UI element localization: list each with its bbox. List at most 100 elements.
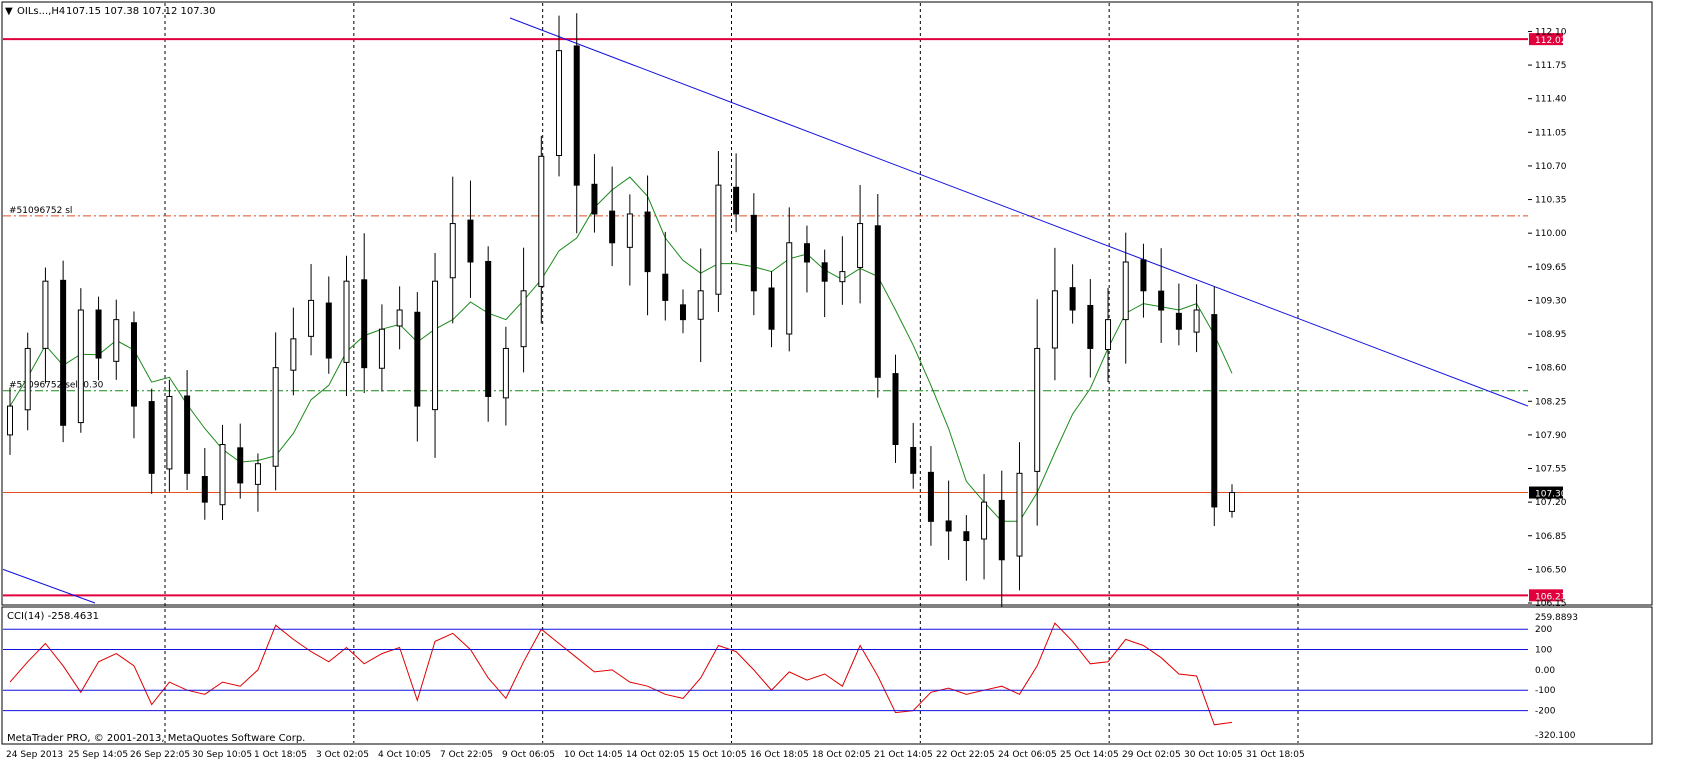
symbol-label: OILs...,H4: [17, 6, 65, 17]
bear-candle: [361, 279, 368, 369]
bull-candle: [1122, 261, 1129, 321]
price-tick-label: 112.10: [1535, 27, 1567, 37]
price-tick-label: 107.90: [1535, 431, 1567, 441]
time-tick-label: 4 Oct 10:05: [378, 750, 431, 760]
resistance-trendline: [509, 17, 1529, 407]
bear-candle: [467, 219, 474, 263]
time-tick-label: 30 Oct 10:05: [1184, 750, 1243, 760]
bull-candle: [520, 290, 527, 348]
bull-candle: [1229, 492, 1235, 512]
bear-candle: [95, 309, 102, 359]
time-tick-label: 15 Oct 10:05: [688, 750, 747, 760]
bear-candle: [60, 279, 67, 426]
cci-tick-label: 100: [1535, 646, 1552, 656]
bear-candle: [874, 225, 881, 378]
time-tick-label: 25 Oct 14:05: [1060, 750, 1119, 760]
price-tick-label: 106.50: [1535, 565, 1567, 575]
cci-tick-label: -200: [1535, 707, 1556, 717]
time-tick-label: 21 Oct 14:05: [874, 750, 933, 760]
ohlc-label: 107.15 107.38 107.12 107.30: [66, 6, 216, 17]
time-tick-label: 9 Oct 06:05: [502, 750, 555, 760]
time-tick-label: 22 Oct 22:05: [936, 750, 995, 760]
cci-tick-label: 0.00: [1535, 666, 1555, 676]
price-line-tag: [1529, 33, 1563, 46]
bear-candle: [892, 373, 899, 446]
bear-candle: [803, 243, 810, 263]
bull-candle: [981, 501, 988, 540]
cci-line: [9, 622, 1233, 726]
bear-candle: [733, 186, 740, 215]
time-tick-label: 14 Oct 02:05: [626, 750, 685, 760]
main-panel: [1, 1, 1653, 606]
time-tick-label: 29 Oct 02:05: [1122, 750, 1181, 760]
bear-candle: [485, 260, 492, 397]
bear-candle: [750, 214, 757, 292]
bull-candle: [1034, 347, 1041, 472]
bear-candle: [237, 447, 244, 484]
time-tick-label: 24 Oct 06:05: [998, 750, 1057, 760]
bull-candle: [626, 213, 633, 248]
bull-candle: [396, 309, 403, 327]
cci-tick-label: 259.8893: [1535, 613, 1578, 623]
price-tick-label: 108.25: [1535, 397, 1567, 407]
bear-candle: [1158, 290, 1165, 311]
price-line-tag: [1529, 589, 1563, 602]
bear-candle: [945, 520, 952, 532]
bear-candle: [662, 273, 669, 301]
bull-candle: [556, 50, 563, 157]
price-line-tag-label: 112.02: [1535, 36, 1567, 46]
bull-candle: [42, 280, 49, 349]
bull-candle: [857, 223, 864, 268]
time-tick-label: 10 Oct 14:05: [564, 750, 623, 760]
time-tick-label: 3 Oct 02:05: [316, 750, 369, 760]
bear-candle: [998, 499, 1005, 561]
time-tick-label: 7 Oct 22:05: [440, 750, 493, 760]
current-price-tag-label: 107.30: [1535, 490, 1567, 500]
bear-candle: [1087, 304, 1094, 349]
price-tick-label: 110.35: [1535, 196, 1567, 206]
time-tick-label: 24 Sep 2013: [6, 750, 63, 760]
order-level-label: #51096752 sell 0.30: [9, 381, 104, 391]
bull-candle: [1193, 309, 1200, 333]
bull-candle: [839, 271, 846, 283]
bear-candle: [644, 211, 651, 273]
price-line-tag-label: 106.23: [1535, 592, 1567, 602]
bear-candle: [184, 395, 191, 474]
bear-candle: [963, 531, 970, 542]
time-tick-label: 25 Sep 14:05: [68, 750, 128, 760]
trendlines[interactable]: [2, 17, 1529, 604]
moving-average: [9, 176, 1233, 522]
bull-candle: [166, 395, 173, 470]
bear-candle: [768, 287, 775, 330]
bull-candle: [1016, 472, 1023, 557]
bull-candle: [343, 280, 350, 363]
price-tick-label: 110.70: [1535, 162, 1567, 172]
price-tick-label: 106.85: [1535, 532, 1567, 542]
bull-candle: [308, 299, 315, 337]
bear-candle: [1211, 314, 1218, 508]
bull-candle: [715, 184, 722, 295]
bear-candle: [414, 311, 421, 407]
price-axis[interactable]: 112.10 111.75 111.40 111.05 110.70 110.35 110.…: [1528, 27, 1567, 609]
bull-candle: [502, 347, 509, 399]
bull-candle: [432, 280, 439, 411]
bear-candle: [591, 183, 598, 215]
price-tick-label: 110.00: [1535, 229, 1567, 239]
bull-candle: [290, 338, 297, 371]
bull-candle: [449, 223, 456, 279]
ma-line: [9, 176, 1233, 522]
bear-candle: [148, 401, 155, 474]
time-tick-label: 1 Oct 18:05: [254, 750, 307, 760]
time-tick-label: 31 Oct 18:05: [1246, 750, 1305, 760]
price-tick-label: 109.65: [1535, 263, 1567, 273]
bear-candle: [927, 471, 934, 522]
bull-candle: [697, 290, 704, 320]
bull-candle: [24, 347, 31, 411]
bear-candle: [679, 304, 686, 321]
cci-tick-label: -100: [1535, 686, 1556, 696]
chart-menu-icon[interactable]: ▼: [5, 6, 13, 17]
bear-candle: [1140, 259, 1147, 292]
current-price-tag: [1529, 486, 1563, 499]
bear-candle: [1069, 287, 1076, 311]
